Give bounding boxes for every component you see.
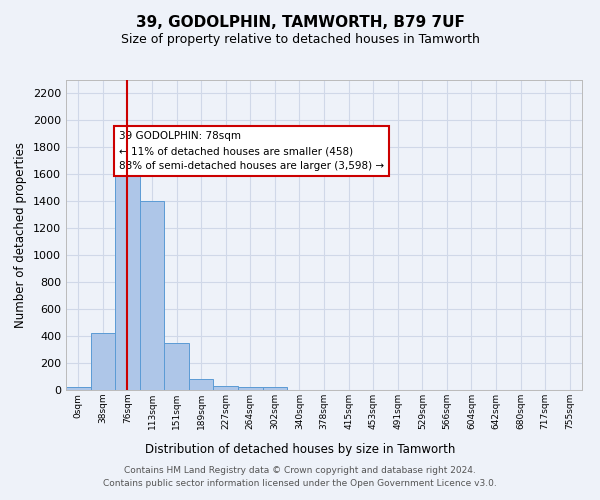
Text: 39 GODOLPHIN: 78sqm
← 11% of detached houses are smaller (458)
88% of semi-detac: 39 GODOLPHIN: 78sqm ← 11% of detached ho… [119,131,384,171]
Text: Size of property relative to detached houses in Tamworth: Size of property relative to detached ho… [121,32,479,46]
Y-axis label: Number of detached properties: Number of detached properties [14,142,28,328]
Bar [214,386,238,390]
Text: Distribution of detached houses by size in Tamworth: Distribution of detached houses by size … [145,442,455,456]
Text: Contains HM Land Registry data © Crown copyright and database right 2024.
Contai: Contains HM Land Registry data © Crown c… [103,466,497,487]
Text: 39, GODOLPHIN, TAMWORTH, B79 7UF: 39, GODOLPHIN, TAMWORTH, B79 7UF [136,15,464,30]
Bar [115,148,140,390]
Bar [66,388,91,390]
Bar [263,388,287,390]
Bar [164,343,189,390]
Bar [238,388,263,390]
Bar [91,334,115,390]
Bar [189,379,214,390]
Bar [140,202,164,390]
